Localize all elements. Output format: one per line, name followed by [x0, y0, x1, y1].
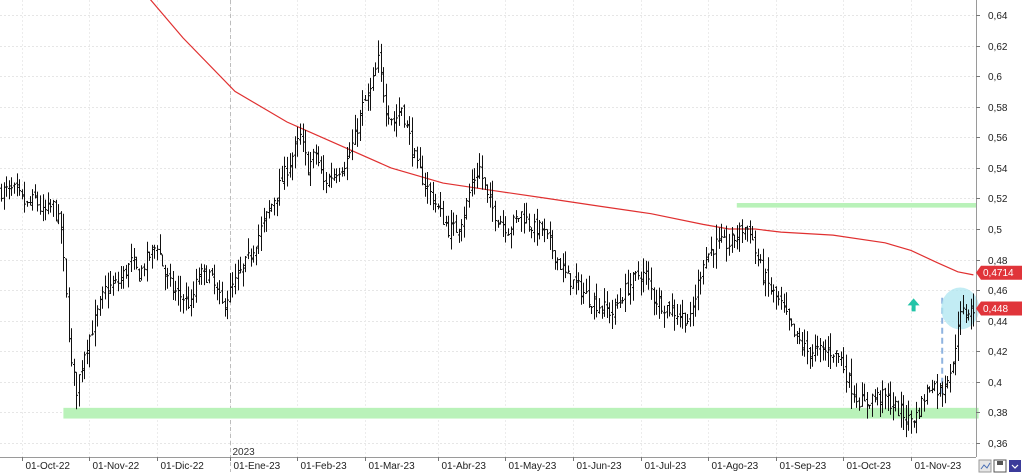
- support-band: [63, 407, 979, 419]
- corner-tools[interactable]: [978, 459, 1021, 473]
- price-badge-label: 0,448: [983, 304, 1008, 315]
- zoom-icon-glyph: [980, 462, 991, 470]
- price-axis: 0,64 0,62 0,6 0,58 0,56 0,54 0,52 0,5 0,48 0,46 0,…: [976, 11, 1008, 450]
- x-tick-label: 01-Jul-23: [645, 461, 687, 472]
- ohlc-series: [0, 40, 975, 438]
- y-tick-label: 0,48: [988, 256, 1008, 267]
- y-tick-label: 0,62: [988, 42, 1008, 53]
- y-tick-label: 0,58: [988, 103, 1008, 114]
- y-tick-label: 0,46: [988, 286, 1008, 297]
- moving-average-series: [149, 0, 974, 276]
- y-tick-label: 0,42: [988, 347, 1008, 358]
- save-icon-label: [997, 461, 1003, 465]
- price-badge: [976, 301, 1022, 316]
- y-tick-label: 0,6: [988, 72, 1002, 83]
- y-tick-label: 0,38: [988, 408, 1008, 419]
- price-badge-label: 0,4714: [983, 268, 1014, 279]
- x-tick-label: 01-Abr-23: [442, 461, 487, 472]
- menu-icon[interactable]: [1009, 460, 1021, 472]
- year-label: 2023: [233, 447, 256, 458]
- y-tick-label: 0,64: [988, 11, 1008, 22]
- arrow-up-icon: [907, 298, 920, 312]
- price-badge: [976, 265, 1022, 280]
- x-tick-label: 01-Dic-22: [161, 461, 205, 472]
- moving-average-line: [149, 0, 974, 276]
- x-tick-label: 01-Jun-23: [577, 461, 622, 472]
- x-tick-label: 01-Ene-23: [234, 461, 281, 472]
- y-tick-label: 0,54: [988, 164, 1008, 175]
- y-tick-label: 0,4: [988, 378, 1002, 389]
- y-tick-label: 0,36: [988, 439, 1008, 450]
- time-axis: 01-Oct-22 01-Nov-22 01-Dic-22 01-Ene-23 01-F…: [22, 447, 962, 472]
- y-tick-label: 0,52: [988, 194, 1008, 205]
- annotation-bands: [63, 203, 979, 419]
- y-tick-label: 0,56: [988, 133, 1008, 144]
- x-tick-label: 01-Nov-23: [915, 461, 962, 472]
- x-tick-label: 01-Mar-23: [369, 461, 416, 472]
- x-tick-label: 01-Sep-23: [780, 461, 827, 472]
- menu-icon-glyph: [1011, 464, 1019, 469]
- x-tick-label: 01-Ago-23: [712, 461, 759, 472]
- x-tick-label: 01-Nov-22: [93, 461, 140, 472]
- resistance-band: [736, 203, 976, 208]
- y-tick-label: 0,5: [988, 225, 1002, 236]
- x-tick-label: 01-Oct-23: [847, 461, 892, 472]
- x-tick-label: 01-May-23: [509, 461, 557, 472]
- plot-area: [0, 0, 976, 457]
- price-badges: 0,4714 0,448: [976, 265, 1022, 316]
- x-tick-label: 01-Feb-23: [301, 461, 348, 472]
- x-tick-label: 01-Oct-22: [26, 461, 71, 472]
- annotations: [907, 287, 980, 409]
- y-tick-label: 0,44: [988, 317, 1008, 328]
